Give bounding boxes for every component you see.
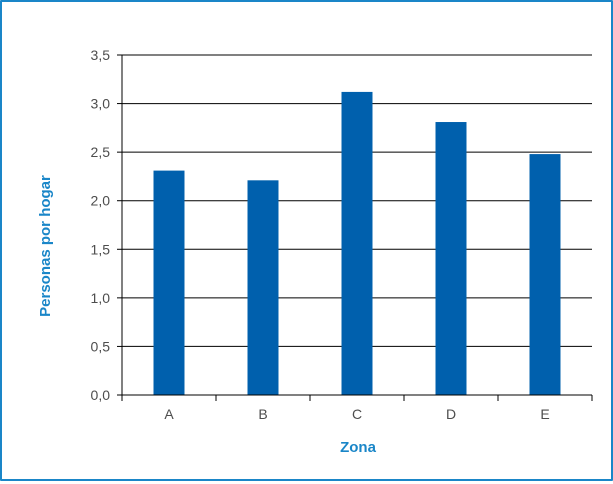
x-axis-title: Zona <box>340 439 376 456</box>
bars <box>153 91 561 396</box>
bar-a <box>153 170 185 395</box>
y-tick-labels: 0,0 0,5 1,0 1,5 2,0 2,5 3,0 3,5 <box>91 47 111 403</box>
y-tick-label: 2,5 <box>91 144 111 160</box>
x-tick-label: C <box>352 406 362 422</box>
y-tick-label: 0,5 <box>91 338 111 354</box>
x-tick-label: D <box>446 406 456 422</box>
y-tick-label: 1,5 <box>91 241 111 257</box>
x-tick-label: E <box>540 406 549 422</box>
x-tick-labels: A B C D E <box>164 406 549 422</box>
y-tick-label: 3,0 <box>91 96 111 112</box>
bar-b <box>247 180 279 395</box>
bar-d <box>435 122 467 396</box>
x-tick-label: A <box>164 406 174 422</box>
y-tick-label: 0,0 <box>91 387 111 403</box>
bar-chart: 0,0 0,5 1,0 1,5 2,0 2,5 3,0 3,5 A B C D E Personas … <box>37 47 593 456</box>
x-tick-label: B <box>258 406 267 422</box>
bar-e <box>529 154 561 395</box>
y-tick-label: 3,5 <box>91 47 111 63</box>
y-axis-title: Personas por hogar <box>37 175 54 317</box>
y-tick-label: 2,0 <box>91 193 111 209</box>
y-tick-label: 1,0 <box>91 290 111 306</box>
bar-c <box>341 91 373 396</box>
axes <box>117 54 593 401</box>
